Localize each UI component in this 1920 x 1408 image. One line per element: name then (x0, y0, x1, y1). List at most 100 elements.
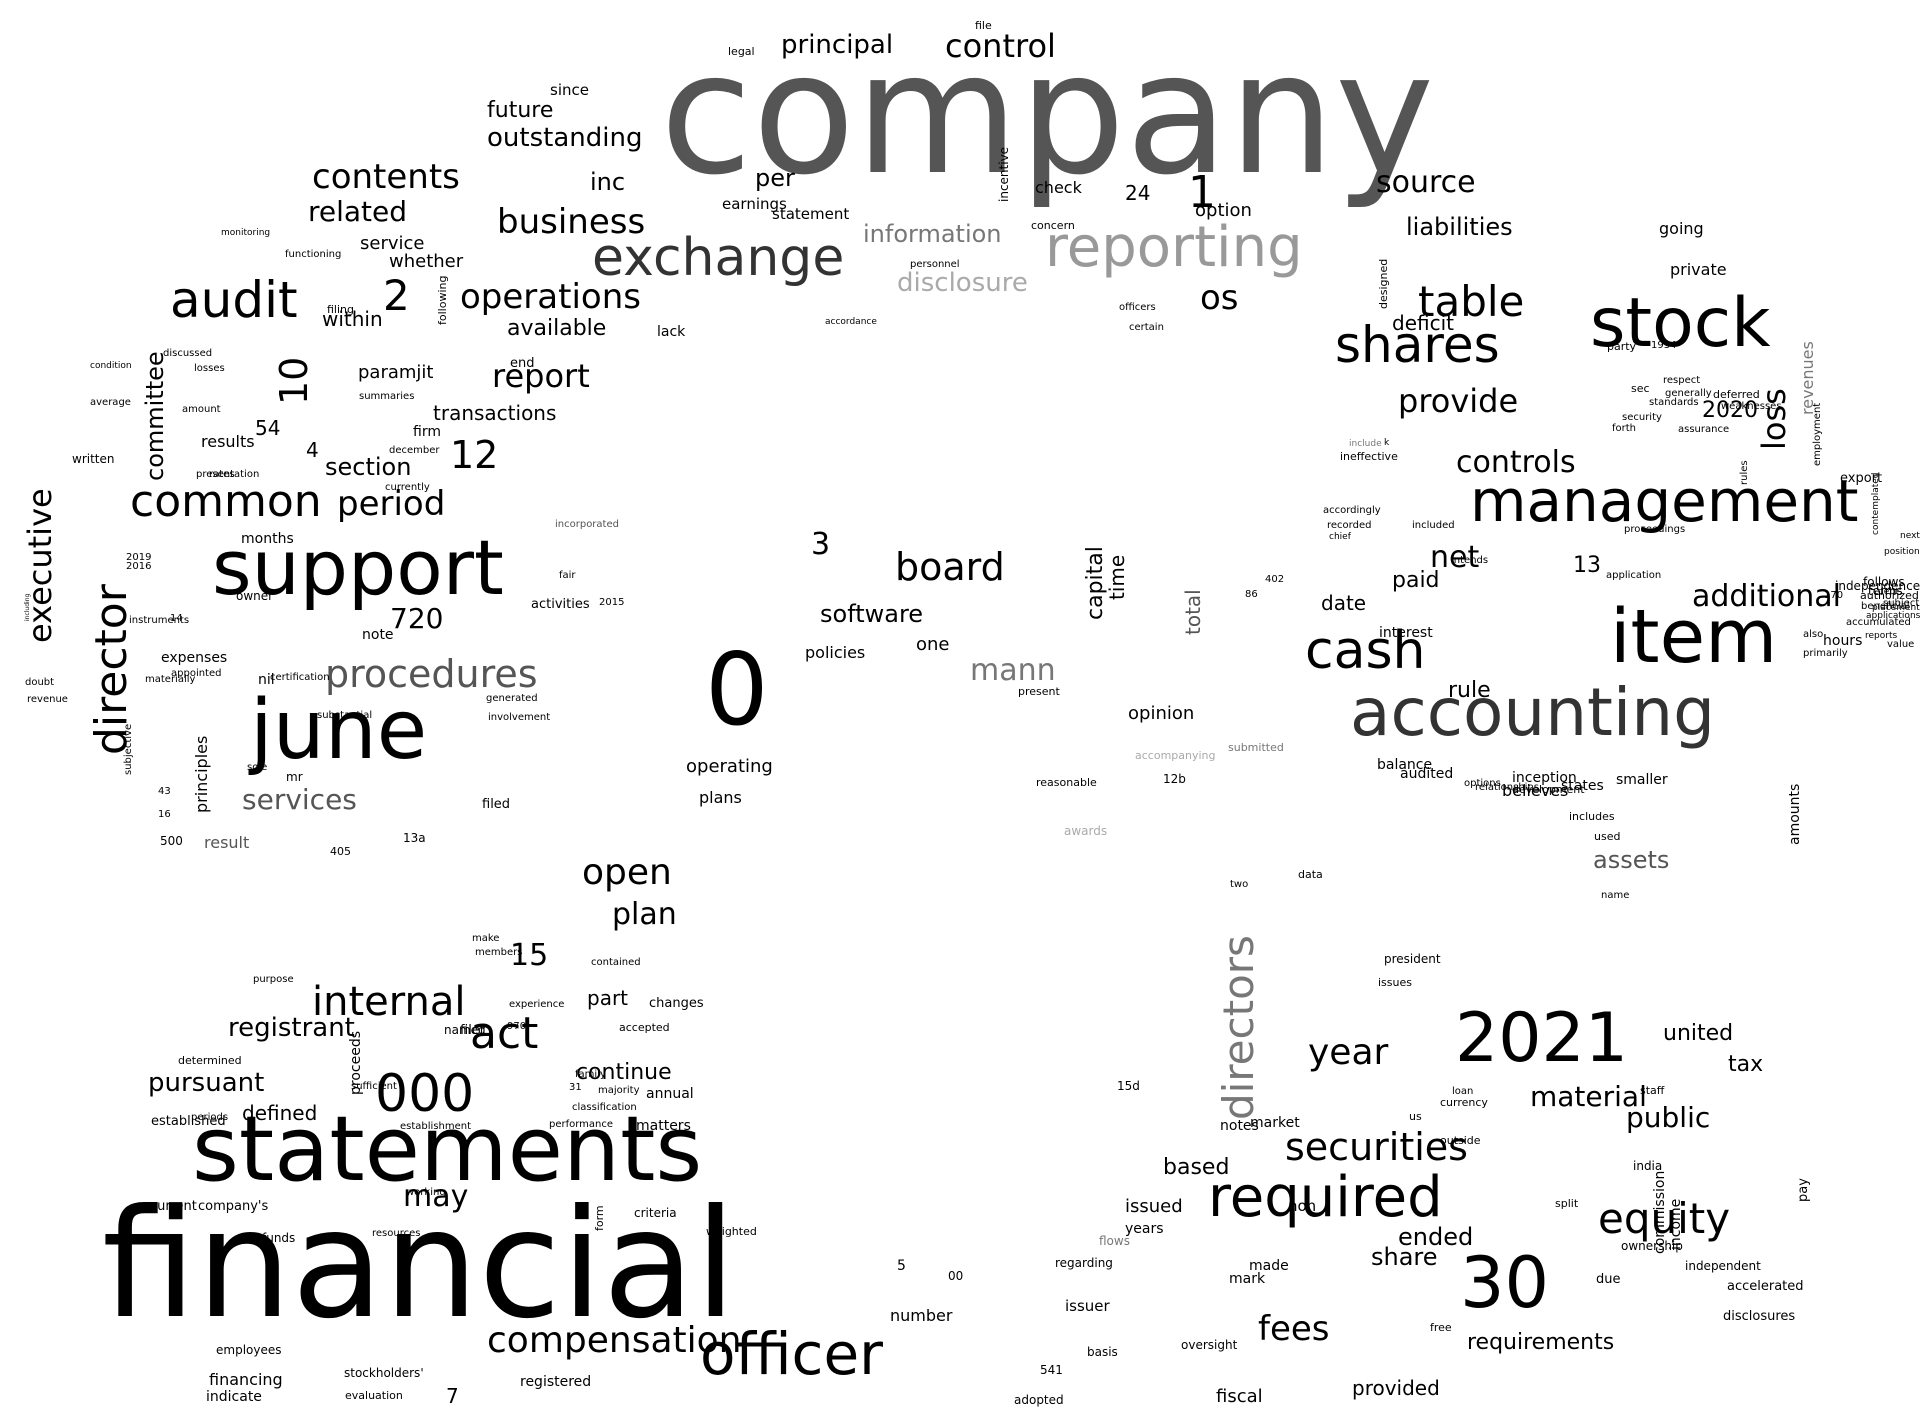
word-sufficient: sufficient (351, 1081, 397, 1092)
word-companys: company's (198, 1199, 269, 1214)
word-next: next (1900, 531, 1920, 541)
word-note: note (362, 627, 394, 643)
word-lack: lack (657, 324, 686, 340)
word-time: time (1105, 554, 1129, 600)
word-establishment: establishment (400, 1121, 472, 1132)
word-current: current (150, 1199, 197, 1214)
word-13: 13 (1573, 553, 1601, 578)
word-operating: operating (686, 756, 773, 777)
word-follows: follows (1863, 575, 1905, 589)
word-currency: currency (1440, 1096, 1488, 1109)
word-export: export (1840, 471, 1883, 486)
word-name: name (1601, 890, 1630, 901)
word-concern: concern (1031, 219, 1075, 232)
word-mann: mann (970, 653, 1056, 688)
word-data: data (1298, 868, 1323, 881)
word-file: file (975, 19, 992, 32)
word-company: company (660, 16, 1435, 212)
word-experience: experience (509, 999, 565, 1010)
word-members: members (475, 947, 523, 958)
word-indicate: indicate (206, 1389, 262, 1405)
word-owner: owner (236, 589, 274, 603)
word-contained: contained (591, 957, 641, 968)
word-committee: committee (141, 351, 169, 481)
word-established: established (151, 1114, 226, 1129)
word-tax: tax (1728, 1052, 1764, 1077)
word-president: president (1384, 952, 1441, 966)
word-firm: firm (413, 424, 441, 440)
word-13a: 13a (403, 831, 426, 845)
word-two: two (1230, 879, 1249, 890)
word-smaller: smaller (1616, 772, 1668, 788)
word-intends: intends (1451, 555, 1489, 566)
word-material: material (1530, 1080, 1647, 1113)
word-placement: placement (1872, 603, 1920, 613)
word-adopted: adopted (1014, 1393, 1064, 1407)
word-substantial: substantial (317, 710, 373, 721)
word-provided: provided (1352, 1376, 1440, 1400)
word-available: available (507, 316, 607, 341)
word-incorporated: incorporated (555, 519, 619, 530)
word-2021: 2021 (1455, 999, 1629, 1078)
word-may: may (403, 1179, 469, 1214)
word-flows: flows (1099, 1234, 1130, 1248)
word-year: year (1308, 1032, 1389, 1073)
word-24: 24 (1125, 181, 1151, 205)
word-financing: financing (209, 1370, 283, 1389)
word-3: 3 (811, 527, 831, 562)
word-table: table (1418, 277, 1525, 326)
word-16: 16 (158, 809, 171, 820)
word-disclosures: disclosures (1723, 1309, 1796, 1324)
word-2020: 2020 (1702, 398, 1758, 423)
word-resources: resources (372, 1228, 421, 1239)
word-k: k (1384, 438, 1390, 448)
word-staff: staff (1640, 1084, 1665, 1097)
word-2016: 2016 (126, 561, 152, 572)
word-periods: periods (191, 1112, 229, 1123)
word-discussed: discussed (163, 348, 213, 359)
word-fiscal: fiscal (1216, 1386, 1263, 1407)
word-matters: matters (636, 1118, 691, 1134)
word-registered: registered (520, 1374, 592, 1390)
word-pay: pay (1796, 1178, 1811, 1202)
word-condition: condition (90, 361, 132, 371)
word-operations: operations (460, 277, 641, 317)
word-going: going (1659, 219, 1704, 238)
word-make: make (472, 933, 500, 944)
word-debt: debt (1878, 587, 1899, 597)
word-regarding: regarding (1055, 1256, 1113, 1270)
word-15d: 15d (1117, 1079, 1140, 1093)
word-respect: respect (1663, 375, 1701, 386)
word-including: including (24, 593, 31, 621)
word-1: 1 (1188, 167, 1216, 218)
word-presentation: presentation (196, 469, 260, 480)
word-principal: principal (781, 30, 894, 60)
word-defined: defined (242, 1101, 318, 1125)
word-whether: whether (389, 251, 464, 272)
word-incentive: incentive (997, 146, 1011, 202)
word-rules: rules (1739, 460, 1750, 485)
word-internal: internal (312, 979, 466, 1025)
word-evaluation: evaluation (345, 1389, 403, 1402)
word-weighted: weighted (706, 1225, 757, 1238)
word-10: 10 (272, 356, 316, 405)
word-december: december (389, 445, 440, 456)
word-registrant: registrant (228, 1013, 355, 1043)
word-included: included (1412, 520, 1455, 531)
word-number: number (890, 1306, 953, 1325)
word-paid: paid (1392, 568, 1440, 593)
word-years: years (1125, 1221, 1164, 1237)
word-include: include (1349, 439, 1382, 449)
word-mr: mr (286, 770, 303, 784)
word-since: since (550, 81, 589, 99)
word-terms: terms (1868, 584, 1903, 598)
word-filed: filed (482, 797, 511, 812)
word-party: party (1607, 340, 1637, 353)
word-part: part (587, 986, 629, 1010)
word-accumulated: accumulated (1846, 617, 1911, 628)
word-classification: classification (572, 1102, 637, 1113)
word-balance: balance (1377, 757, 1433, 773)
word-2015: 2015 (599, 597, 625, 608)
word-amounts: amounts (1787, 783, 1803, 845)
